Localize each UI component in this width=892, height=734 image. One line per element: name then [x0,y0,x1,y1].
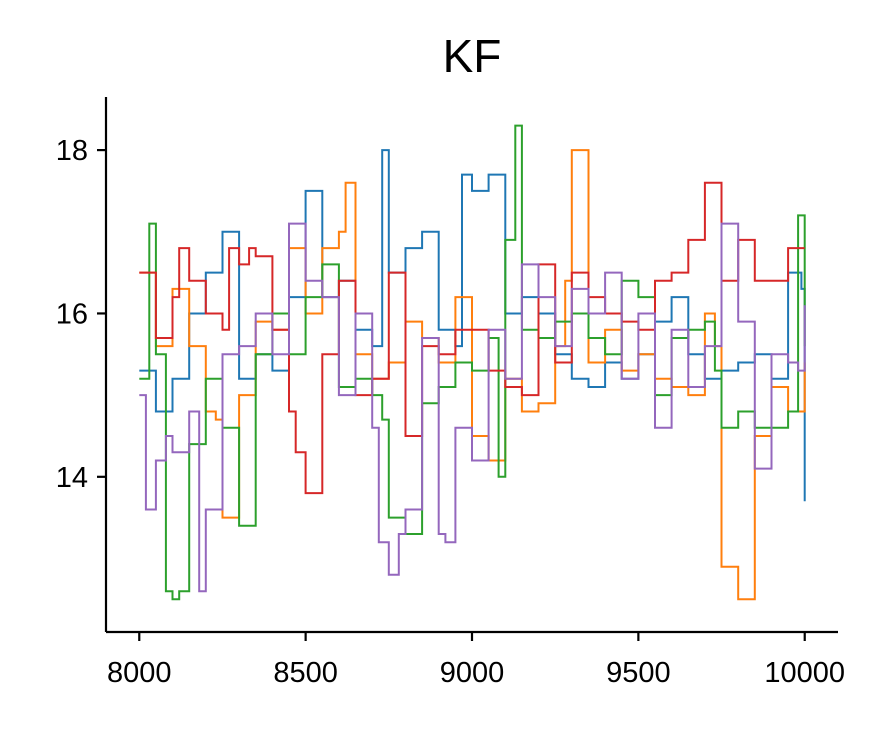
chart-title: KF [443,30,502,82]
x-tick-label: 9000 [440,657,505,689]
x-axis-ticks: 8000 8500 9000 9500 10000 [107,632,845,689]
x-tick-label: 8000 [107,657,172,689]
y-axis-ticks: 14 16 18 [56,135,106,494]
series-layer [139,124,806,601]
y-tick-label: 18 [56,135,88,167]
series-line-5 [139,222,806,593]
series-line-4 [139,181,805,495]
y-tick-label: 14 [56,462,88,494]
x-tick-label: 9500 [606,657,671,689]
x-tick-label: 10000 [764,657,845,689]
y-tick-label: 16 [56,298,88,330]
x-tick-label: 8500 [273,657,338,689]
